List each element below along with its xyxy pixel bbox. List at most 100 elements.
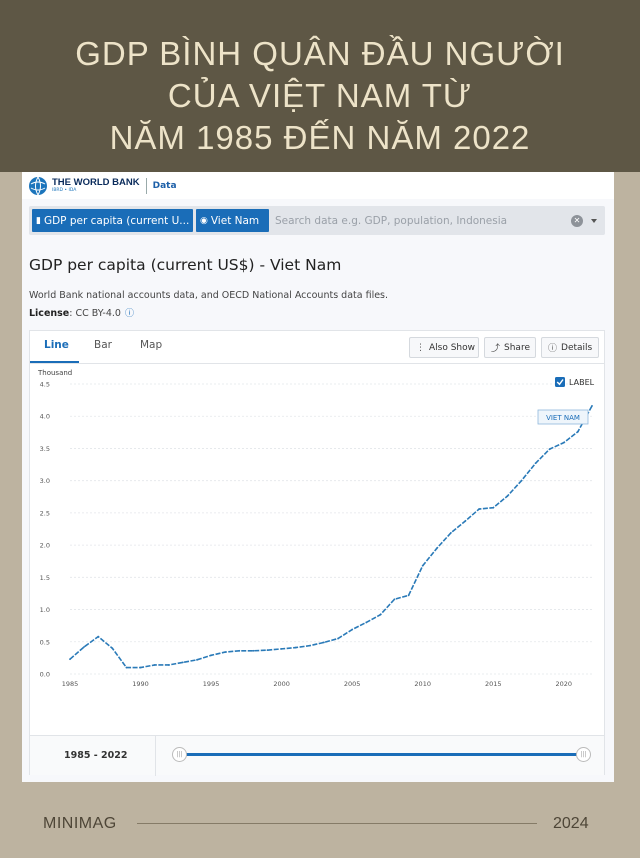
country-chip[interactable]: ◉ Viet Nam [196, 209, 269, 232]
chart-tabs: Line Bar Map ⋮ Also Show ⤴ Share ⓘ Detai… [30, 331, 604, 364]
y-tick-label: 1.0 [40, 606, 50, 614]
series-label-box [537, 409, 589, 425]
series-viet-nam [69, 405, 593, 669]
indicator-chip[interactable]: ▮ GDP per capita (current U... [32, 209, 193, 232]
data-point [69, 658, 71, 661]
data-point [435, 547, 438, 550]
x-tick-labels: 1985 1990 1995 2000 2005 2010 2015 2020 [62, 680, 572, 688]
source-note: World Bank national accounts data, and O… [29, 290, 389, 301]
chevron-down-icon[interactable] [591, 218, 597, 223]
x-tick-label: 1990 [132, 680, 149, 688]
data-point [450, 531, 452, 534]
data-point [252, 649, 255, 652]
y-tick-label: 4.5 [40, 381, 50, 389]
x-tick-label: 2000 [273, 680, 290, 688]
line-chart: Thousand 0.00.51.01.52.02.53.03.54.04.5 … [37, 369, 595, 688]
data-point [337, 637, 339, 640]
footer-year: 2024 [553, 815, 589, 832]
label-checkbox-box[interactable] [555, 377, 565, 387]
year-range-bar: 1985 - 2022 ||| ||| [30, 735, 604, 776]
indicator-chip-label: GDP per capita (current U... [43, 214, 190, 227]
data-point [224, 651, 227, 653]
also-show-label: Also Show [429, 342, 475, 353]
search-bar[interactable]: ▮ GDP per capita (current U... ◉ Viet Na… [29, 206, 605, 235]
y-tick-label: 0.0 [40, 671, 50, 679]
org-sub: IBRD • IDA [52, 187, 77, 193]
y-tick-label: 2.0 [40, 542, 50, 550]
search-input[interactable]: Search data e.g. GDP, population, Indone… [275, 214, 508, 227]
data-point [97, 635, 100, 638]
share-label: Share [504, 342, 530, 353]
active-tab-underline [30, 361, 79, 363]
info-icon[interactable]: ⓘ [124, 309, 134, 319]
clear-icon[interactable]: ✕ [571, 214, 583, 227]
data-point [196, 658, 198, 661]
checkmark-icon [556, 379, 564, 386]
series-label-tag: VIET NAM [537, 409, 589, 425]
data-point [238, 649, 241, 652]
data-point [181, 661, 184, 664]
range-divider [155, 736, 156, 776]
data-point [153, 664, 156, 666]
banner-line-1: GDP BÌNH QUÂN ĐẦU NGƯỜI [75, 35, 565, 72]
top-header: THE WORLD BANK IBRD • IDA Data [22, 172, 614, 199]
data-point [591, 405, 593, 407]
details-label: Details [561, 342, 593, 353]
data-point [407, 594, 410, 597]
x-tick-label: 2020 [556, 680, 573, 688]
license-value: : CC BY-4.0 [69, 308, 121, 319]
chart-card: Line Bar Map ⋮ Also Show ⤴ Share ⓘ Detai… [29, 330, 605, 776]
label-checkbox[interactable]: LABEL [555, 377, 595, 387]
data-section-link[interactable]: Data [152, 180, 177, 191]
share-icon: ⤴ [491, 344, 501, 354]
x-tick-label: 1995 [203, 680, 220, 688]
data-point [280, 647, 283, 650]
tab-line[interactable]: Line [44, 339, 69, 351]
x-tick-label: 2015 [485, 680, 502, 688]
details-button[interactable]: ⓘ Details [541, 337, 599, 358]
y-tick-label: 0.5 [40, 638, 50, 646]
country-chip-label: Viet Nam [210, 214, 260, 227]
y-tick-label: 3.5 [40, 445, 50, 453]
x-tick-label: 2005 [344, 680, 361, 688]
data-point [562, 441, 565, 444]
license-label: License [29, 308, 70, 319]
page-title: GDP per capita (current US$) - Viet Nam [29, 256, 342, 274]
kebab-icon: ⋮ [416, 342, 425, 353]
y-unit-label: Thousand [37, 369, 72, 377]
y-tick-label: 4.0 [40, 413, 50, 421]
tab-bar[interactable]: Bar [94, 339, 112, 351]
data-point [351, 628, 354, 631]
data-point [210, 654, 212, 657]
bar-chart-icon: ▮ [36, 215, 41, 226]
series-label-text: VIET NAM [546, 414, 580, 422]
world-bank-screenshot: THE WORLD BANK IBRD • IDA Data ▮ GDP per… [22, 172, 614, 782]
tab-map[interactable]: Map [140, 339, 163, 351]
location-pin-icon: ◉ [200, 215, 208, 226]
range-end-handle[interactable]: ||| [576, 747, 591, 762]
data-point [323, 641, 325, 644]
license-line: License: CC BY-4.0 ⓘ [29, 306, 134, 319]
banner-line-2: CỦA VIỆT NAM TỪ [167, 77, 473, 114]
data-point [294, 646, 297, 649]
year-range-label: 1985 - 2022 [64, 750, 128, 761]
share-button[interactable]: ⤴ Share [484, 337, 536, 358]
y-tick-label: 2.5 [40, 509, 50, 517]
world-bank-logo-text[interactable]: THE WORLD BANK IBRD • IDA [52, 178, 140, 193]
header-divider [145, 177, 147, 194]
data-point [266, 649, 269, 652]
data-point [125, 666, 128, 669]
data-point [520, 479, 523, 482]
data-point [534, 462, 537, 465]
range-start-handle[interactable]: ||| [172, 747, 187, 762]
data-point [111, 647, 114, 650]
range-slider-track[interactable] [179, 753, 583, 756]
data-point [478, 508, 481, 510]
world-bank-globe-icon[interactable] [28, 176, 48, 196]
label-checkbox-text: LABEL [569, 378, 595, 387]
data-point [139, 666, 142, 669]
data-point [83, 646, 86, 648]
y-tick-label: 3.0 [40, 477, 50, 485]
footer-rule [137, 823, 537, 824]
also-show-button[interactable]: ⋮ Also Show [409, 337, 479, 358]
